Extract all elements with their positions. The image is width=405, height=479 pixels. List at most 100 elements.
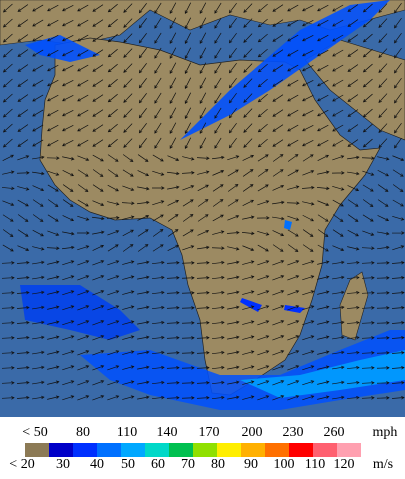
wind-arrow xyxy=(257,63,268,73)
legend-swatch xyxy=(73,443,97,457)
wind-arrow xyxy=(17,19,29,27)
wind-arrow xyxy=(394,47,402,59)
color-legend: < 50 80 110 140 170 200 230 260 < 20 30 40 50 60 70 80… xyxy=(9,425,361,472)
wind-arrow xyxy=(317,244,329,252)
wind-arrow xyxy=(107,48,118,58)
wind-arrow xyxy=(17,34,29,42)
wind-arrow xyxy=(16,320,30,325)
wind-arrow xyxy=(199,122,207,134)
wind-arrow xyxy=(152,275,165,280)
wind-arrow xyxy=(1,366,15,370)
wind-arrow xyxy=(122,365,135,370)
wind-arrow xyxy=(152,214,164,222)
wind-arrow xyxy=(227,290,240,295)
ms-label: 40 xyxy=(90,457,104,472)
wind-arrow xyxy=(137,186,150,191)
wind-arrow xyxy=(137,365,150,370)
wind-arrow xyxy=(199,92,207,104)
wind-arrow xyxy=(47,230,60,236)
wind-arrow xyxy=(302,170,315,176)
wind-arrow xyxy=(302,335,315,341)
wind-arrow xyxy=(2,33,13,43)
wind-arrow xyxy=(62,184,74,192)
wind-arrow xyxy=(92,139,104,147)
wind-arrow xyxy=(92,4,104,12)
wind-arrow xyxy=(317,365,330,370)
wind-arrow xyxy=(317,170,330,175)
wind-arrow xyxy=(362,48,373,58)
wind-arrow xyxy=(272,94,284,102)
wind-arrow xyxy=(317,4,329,12)
wind-arrow xyxy=(77,4,89,12)
wind-arrow xyxy=(378,108,388,118)
wind-arrow xyxy=(182,199,194,207)
wind-arrow xyxy=(347,109,359,117)
wind-arrow xyxy=(138,78,147,89)
wind-arrow xyxy=(32,34,44,42)
wind-arrow xyxy=(32,4,44,12)
wind-arrow xyxy=(138,63,147,74)
wind-arrow xyxy=(92,365,105,371)
wind-arrow xyxy=(378,78,388,88)
wind-arrow xyxy=(122,244,134,252)
wind-arrow xyxy=(16,395,30,400)
legend-swatch xyxy=(49,443,73,457)
wind-arrow xyxy=(272,34,284,42)
wind-arrow xyxy=(199,47,207,59)
wind-arrow xyxy=(123,93,133,103)
wind-arrow xyxy=(317,305,330,310)
wind-arrow xyxy=(62,290,75,296)
wind-arrow xyxy=(77,260,90,266)
wind-arrow xyxy=(152,200,165,206)
wind-arrow xyxy=(17,229,29,237)
wind-arrow xyxy=(107,108,118,118)
wind-arrow xyxy=(287,275,300,281)
wind-arrow xyxy=(1,306,15,310)
wind-arrow xyxy=(62,109,74,117)
wind-arrow xyxy=(272,305,285,311)
wind-arrow xyxy=(196,351,210,355)
wind-arrow xyxy=(347,199,359,207)
wind-arrow xyxy=(332,4,344,12)
wind-arrow xyxy=(257,48,268,58)
wind-arrow xyxy=(332,109,344,117)
wind-arrow xyxy=(47,139,59,147)
wind-arrow xyxy=(1,291,15,295)
wind-arrow xyxy=(243,48,253,58)
wind-arrow xyxy=(227,305,240,310)
wind-arrow xyxy=(47,260,60,265)
mph-label: 140 xyxy=(157,425,178,440)
wind-arrow xyxy=(2,108,13,118)
wind-arrow xyxy=(1,186,15,191)
wind-arrow xyxy=(92,335,105,341)
wind-arrow xyxy=(169,62,177,74)
lake xyxy=(284,220,292,230)
wind-arrow xyxy=(92,395,105,401)
wind-arrow xyxy=(166,396,180,400)
wind-arrow xyxy=(107,169,119,177)
wind-arrow xyxy=(376,291,390,295)
wind-arrow xyxy=(346,350,360,355)
wind-arrow xyxy=(123,138,133,148)
wind-arrow xyxy=(347,49,359,57)
wind-arrow xyxy=(137,154,149,162)
ms-label: 90 xyxy=(244,457,258,472)
wind-arrow xyxy=(152,350,165,355)
wind-arrow xyxy=(391,335,405,340)
wind-arrow xyxy=(227,395,240,400)
wind-arrow xyxy=(47,335,60,340)
wind-arrow xyxy=(152,290,165,295)
wind-arrow xyxy=(32,19,44,27)
wind-arrow xyxy=(123,63,133,73)
wind-arrow xyxy=(302,79,314,87)
wind-arrow xyxy=(214,47,222,59)
wind-arrow xyxy=(272,365,285,371)
wind-arrow xyxy=(17,4,29,12)
wind-arrow xyxy=(181,366,195,370)
wind-arrow xyxy=(317,19,329,27)
wind-arrow xyxy=(317,275,330,280)
wind-arrow xyxy=(392,245,405,251)
wind-arrow xyxy=(287,4,299,12)
wind-arrow xyxy=(228,123,237,134)
wind-arrow xyxy=(199,62,207,74)
